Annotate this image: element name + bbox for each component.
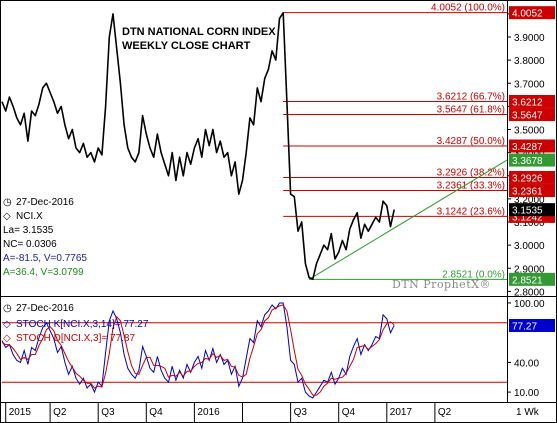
- info-block: ◷ 27-Dec-2016 ◇ NCI.X La= 3.1535 NC= 0.0…: [3, 197, 87, 278]
- clock-icon: ◷: [3, 197, 12, 208]
- trend-tag-bg: [509, 153, 555, 167]
- fib-tag-bg: [509, 184, 555, 198]
- info-line-a: A=-81.5, V=0.7765: [3, 253, 87, 264]
- stoch-last-tag-bg: [509, 318, 555, 332]
- stoch-k-line: [1, 302, 395, 399]
- fib-tag: 3.4287: [512, 142, 543, 153]
- price-tick-label: 2.9000: [514, 264, 545, 275]
- price-tick-label: 3.9000: [514, 33, 545, 44]
- period-label: 1 Wk: [516, 407, 540, 418]
- stoch-tick-label: 40.00: [514, 358, 539, 369]
- price-tick-label: 3.5000: [514, 126, 545, 137]
- fib-label: 3.6212 (66.7%): [437, 91, 505, 102]
- stoch-k-label: STOCH K[NCI.X,3,14]= 77.27: [16, 319, 149, 330]
- info-net-change: NC= 0.0306: [3, 239, 57, 250]
- time-label: Q3: [101, 407, 115, 418]
- time-label: 2015: [9, 407, 32, 418]
- fib-label: 3.1242 (23.6%): [437, 206, 505, 217]
- fib-label: 3.2361 (33.3%): [437, 181, 505, 192]
- info-date: 27-Dec-2016: [16, 197, 74, 208]
- stoch-d-line: [1, 304, 395, 396]
- info-line-b: A=36.4, V=3.0799: [3, 267, 84, 278]
- price-tick-label: 2.8000: [514, 287, 545, 298]
- chart-title: DTN NATIONAL CORN INDEX: [122, 26, 276, 38]
- stoch-d-icon: ◇: [3, 333, 11, 344]
- trend-tag: 3.3678: [512, 156, 543, 167]
- price-tick-label: 3.7000: [514, 79, 545, 90]
- fib-tag-bg: [509, 272, 555, 286]
- fib-label: 3.2926 (38.2%): [437, 167, 505, 178]
- stoch-clock-icon: ◷: [3, 303, 12, 314]
- price-line: [1, 11, 395, 281]
- time-label: 2017: [390, 407, 413, 418]
- price-tick-label: 3.1000: [514, 218, 545, 229]
- fib-label: 4.0052 (100.0%): [431, 3, 505, 14]
- stoch-tick-label: 100.00: [514, 299, 545, 310]
- fib-label: 3.4287 (50.0%): [437, 136, 505, 147]
- stoch-tick-label: 10.00: [514, 388, 539, 399]
- chart-subtitle: WEEKLY CLOSE CHART: [122, 40, 251, 52]
- stoch-date: 27-Dec-2016: [16, 303, 74, 314]
- fib-label: 2.8521 (0.0%): [442, 269, 505, 280]
- price-tick-label: 3.8000: [514, 56, 545, 67]
- time-label: Q4: [149, 407, 163, 418]
- last-price-tag: 3.1535: [512, 206, 543, 217]
- price-tick-label: 3.0000: [514, 241, 545, 252]
- trendline: [308, 159, 508, 280]
- time-label: Q4: [342, 407, 356, 418]
- fib-tag-bg: [509, 6, 555, 20]
- fib-tag: 3.1242: [512, 212, 543, 223]
- fib-tag: 4.0052: [512, 9, 543, 20]
- fib-tag: 3.2361: [512, 187, 543, 198]
- stoch-k-icon: ◇: [3, 319, 11, 330]
- last-price-tag-bg: [509, 203, 555, 217]
- time-label: Q3: [294, 407, 308, 418]
- fib-label: 3.5647 (61.8%): [437, 105, 505, 116]
- fib-tag-bg: [509, 108, 555, 122]
- info-symbol: NCI.X: [16, 211, 43, 222]
- time-label: Q2: [438, 407, 452, 418]
- stoch-last-tag: 77.27: [512, 321, 537, 332]
- fib-tag: 2.8521: [512, 275, 543, 286]
- time-label: Q2: [53, 407, 67, 418]
- info-last: La= 3.1535: [3, 225, 54, 236]
- fib-tag: 3.6212: [512, 97, 543, 108]
- stoch-d-label: STOCH D[NCI.X,3]= 77.87: [16, 333, 135, 344]
- fib-tag-bg: [509, 139, 555, 153]
- time-label: 2016: [197, 407, 220, 418]
- fib-tag-bg: [509, 94, 555, 108]
- price-tick-label: 3.2000: [514, 195, 545, 206]
- fib-tag: 3.5647: [512, 111, 543, 122]
- diamond-icon: ◇: [3, 211, 11, 222]
- fib-tag: 3.2926: [512, 173, 543, 184]
- fib-tag-bg: [509, 170, 555, 184]
- watermark: DTN ProphetX®: [392, 278, 491, 291]
